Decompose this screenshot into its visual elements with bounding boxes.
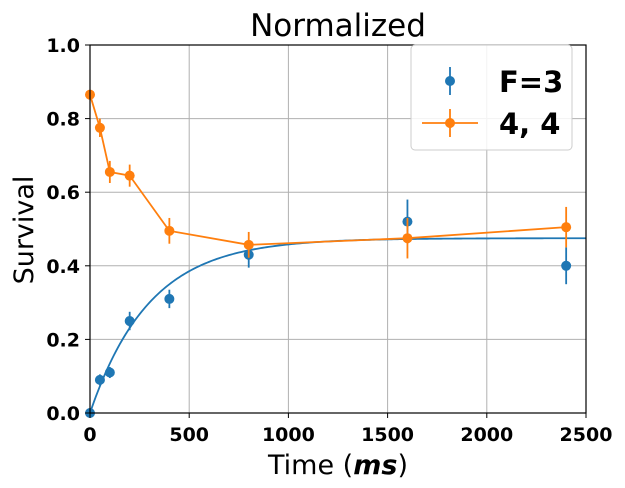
x-axis-label: Time (ms) (267, 450, 408, 481)
data-point (124, 170, 135, 181)
legend: F=3 4, 4 (410, 44, 573, 151)
tick-labels: 0 500 1000 1500 2000 2500 0.0 0.2 0.4 0.6 0.8 1.0 (46, 35, 612, 446)
y-axis-label: Survival (9, 176, 40, 285)
legend-marker-4-4 (445, 118, 455, 128)
legend-label-4-4: 4, 4 (499, 107, 560, 141)
legend-entry-f3 (445, 67, 455, 95)
x-tick-label: 1500 (361, 424, 414, 446)
plot-frame (89, 44, 587, 414)
x-tick-label: 2000 (460, 424, 513, 446)
legend-entry-4-4 (422, 109, 478, 137)
series-4-4 (85, 89, 572, 259)
x-axis-label-unit: ms (353, 450, 397, 481)
data-point (561, 260, 572, 271)
data-point (164, 293, 175, 304)
x-tick-label: 500 (169, 424, 209, 446)
data-point (94, 374, 105, 385)
y-tick-label: 0.0 (46, 403, 80, 425)
y-tick-label: 0.8 (46, 109, 80, 131)
y-tick-label: 1.0 (46, 35, 80, 57)
chart-title: Normalized (250, 8, 426, 44)
data-point (164, 225, 175, 236)
y-tick-label: 0.6 (46, 182, 80, 204)
legend-label-f3: F=3 (499, 65, 563, 99)
data-point (561, 222, 572, 233)
data-point (124, 316, 135, 326)
x-tick-label: 2500 (560, 424, 613, 446)
x-axis-label-suffix: ) (397, 450, 408, 481)
series-line (89, 94, 567, 246)
fit-curve-layer (89, 237, 586, 414)
fit-curve (89, 237, 586, 414)
data-point (104, 166, 115, 177)
data-point (402, 233, 413, 244)
legend-marker-f3 (445, 76, 455, 86)
y-tick-label: 0.2 (46, 329, 80, 351)
y-tick-label: 0.4 (46, 256, 80, 278)
data-point (94, 122, 105, 133)
data-point (104, 367, 115, 378)
x-tick-label: 1000 (262, 424, 315, 446)
x-axis-label-prefix: Time ( (267, 450, 353, 481)
x-tick-label: 0 (83, 424, 96, 446)
data-point (243, 239, 254, 250)
